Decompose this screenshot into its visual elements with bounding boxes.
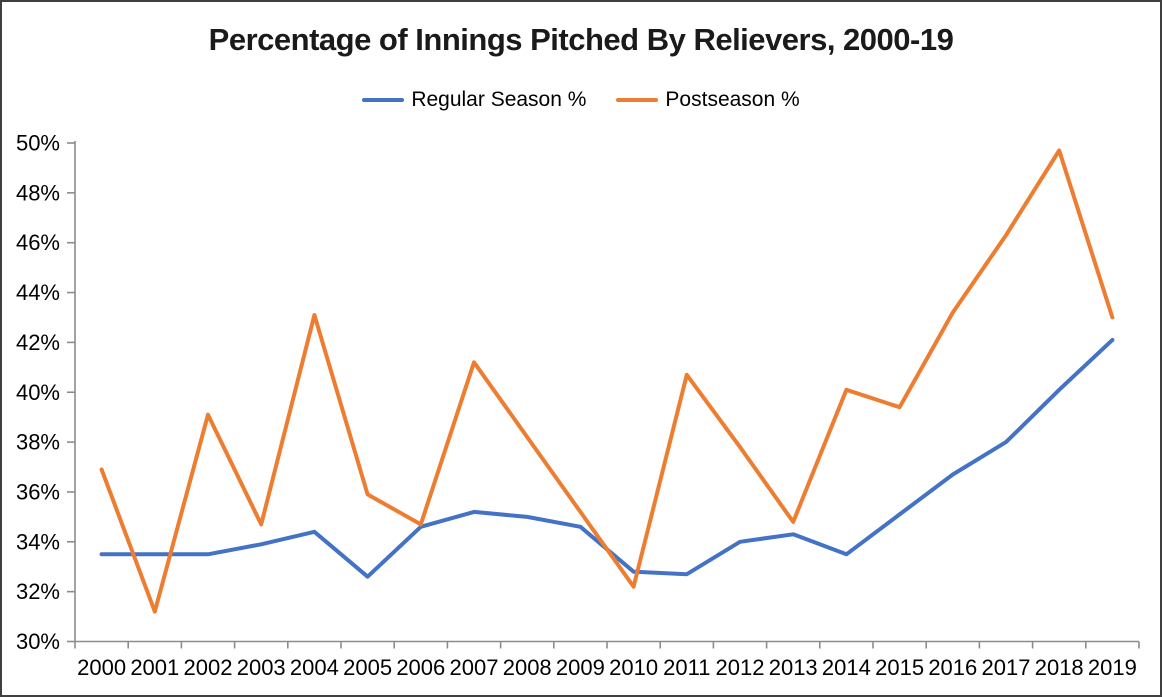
y-axis-tick-label: 32% [16,579,60,604]
legend-label-regular-season: Regular Season % [411,88,587,111]
x-axis-tick-label: 2000 [77,655,126,680]
x-axis-tick-label: 2008 [503,655,552,680]
x-axis-tick-label: 2002 [184,655,233,680]
x-axis-tick-label: 2006 [396,655,445,680]
legend-label-postseason: Postseason % [665,88,800,111]
x-axis-tick-label: 2014 [822,655,871,680]
x-axis-tick-label: 2005 [343,655,392,680]
x-axis-tick-label: 2011 [663,655,710,680]
x-axis-tick-label: 2003 [237,655,286,680]
chart-title: Percentage of Innings Pitched By Relieve… [208,22,954,57]
x-axis-tick-label: 2004 [290,655,339,680]
x-axis-tick-label: 2018 [1035,655,1084,680]
x-axis-tick-label: 2017 [982,655,1031,680]
y-axis-tick-label: 46% [16,230,60,255]
x-axis-tick-label: 2013 [769,655,818,680]
x-axis-tick-label: 2010 [609,655,658,680]
y-axis-tick-label: 50% [16,131,60,156]
x-axis-tick-label: 2007 [450,655,499,680]
y-axis-tick-label: 34% [16,529,60,554]
y-axis-tick-label: 30% [16,629,60,654]
legend-item-regular-season: Regular Season % [362,88,586,112]
y-axis-tick-label: 36% [16,479,60,504]
y-axis-tick-label: 44% [16,280,60,305]
y-axis-tick-label: 48% [16,180,60,205]
legend-item-postseason: Postseason % [616,88,800,112]
chart-legend: Regular Season % Postseason % [2,88,1160,112]
y-axis-tick-label: 38% [16,430,60,455]
series-line-regular-season [99,337,1115,579]
x-axis-tick-label: 2012 [716,655,765,680]
legend-line-swatch-postseason [616,98,659,102]
y-axis-tick-label: 40% [16,380,60,405]
x-axis-tick-label: 2001 [130,655,179,680]
x-axis-tick-label: 2009 [556,655,605,680]
legend-line-swatch-regular-season [362,98,405,102]
x-axis-tick-label: 2016 [928,655,977,680]
x-axis-tick-label: 2015 [875,655,924,680]
x-axis-tick-label: 2019 [1088,655,1137,680]
series-line-postseason [99,148,1115,614]
y-axis-tick-label: 42% [16,330,60,355]
